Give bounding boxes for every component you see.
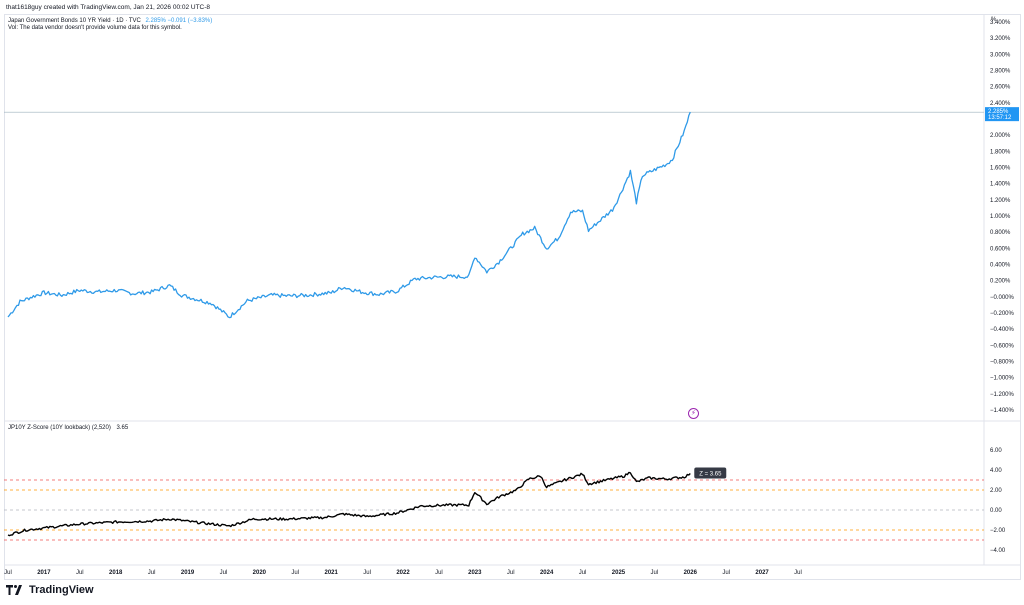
last-price-badge	[985, 107, 1019, 122]
main-series-values: 2.285% −0.091 (−3.83%)	[145, 18, 213, 24]
z-tick-label: 2.00	[990, 488, 1002, 494]
tradingview-logo[interactable]: TradingView	[6, 584, 94, 596]
x-tick-label: Jul	[220, 570, 228, 576]
x-tick-label: Jul	[76, 570, 84, 576]
y-tick-label: 1.600%	[990, 165, 1011, 171]
last-price-value: 2.285%	[988, 109, 1009, 115]
x-tick-label: 2021	[325, 570, 339, 576]
x-tick-label: 2018	[109, 570, 123, 576]
y-tick-label: 0.200%	[990, 279, 1011, 285]
y-tick-label: −0.200%	[990, 311, 1015, 317]
y-tick-label: 1.400%	[990, 182, 1011, 188]
x-tick-label: 2027	[755, 570, 769, 576]
x-tick-label: Jul	[722, 570, 730, 576]
x-tick-label: Jul	[651, 570, 659, 576]
tradingview-logo-icon	[6, 585, 22, 595]
main-series-legend[interactable]: Japan Government Bonds 10 YR Yield · 1D …	[8, 17, 212, 26]
x-tick-label: Jul	[4, 570, 12, 576]
y-tick-label: 2.800%	[990, 69, 1011, 75]
z-tick-label: −2.00	[990, 528, 1006, 534]
y-tick-label: −0.000%	[990, 295, 1015, 301]
x-tick-label: Jul	[435, 570, 443, 576]
last-price-time: 13:57:12	[988, 115, 1012, 121]
indicator-legend[interactable]: JP10Y Z-Score (10Y lookback) (2,520) 3.6…	[8, 425, 128, 431]
x-tick-label: Jul	[148, 570, 156, 576]
y-tick-label: −0.400%	[990, 327, 1015, 333]
x-tick-label: Jul	[363, 570, 371, 576]
x-tick-label: Jul	[291, 570, 299, 576]
indicator-value: 3.65	[116, 425, 129, 431]
x-tick-label: Jul	[507, 570, 515, 576]
chart-frame	[4, 14, 1021, 580]
x-tick-label: 2024	[540, 570, 554, 576]
y-tick-label: 0.600%	[990, 246, 1011, 252]
x-tick-label: Jul	[579, 570, 587, 576]
zscore-line	[7, 471, 691, 537]
y-tick-label: 2.600%	[990, 85, 1011, 91]
z-label-text: Z = 3.65	[699, 472, 722, 478]
x-tick-label: 2025	[612, 570, 626, 576]
z-tick-label: −4.00	[990, 548, 1006, 554]
y-tick-label: 3.400%	[990, 20, 1011, 26]
y-tick-label: 3.000%	[990, 52, 1011, 58]
z-label-badge	[694, 467, 727, 479]
x-tick-label: 2019	[181, 570, 195, 576]
x-tick-label: 2026	[684, 570, 698, 576]
x-tick-label: 2017	[37, 570, 51, 576]
y-tick-label: −1.000%	[990, 376, 1015, 382]
y-tick-label: 1.200%	[990, 198, 1011, 204]
main-series-name: Japan Government Bonds 10 YR Yield · 1D …	[8, 18, 141, 24]
yield-line	[7, 111, 691, 319]
y-tick-label: 3.200%	[990, 36, 1011, 42]
y-tick-label: 0.800%	[990, 230, 1011, 236]
y-tick-label: −1.400%	[990, 408, 1015, 414]
x-tick-label: 2023	[468, 570, 482, 576]
x-tick-label: 2020	[253, 570, 267, 576]
indicator-name: JP10Y Z-Score (10Y lookback) (2,520)	[8, 425, 111, 431]
x-tick-label: Jul	[794, 570, 802, 576]
z-tick-label: 6.00	[990, 448, 1002, 454]
y-tick-label: 0.400%	[990, 262, 1011, 268]
z-tick-label: 0.00	[990, 508, 1002, 514]
chart-caption: that1618guy created with TradingView.com…	[6, 4, 211, 11]
y-tick-label: 2.400%	[990, 101, 1011, 107]
x-tick-label: 2022	[396, 570, 410, 576]
y-tick-label: −0.800%	[990, 359, 1015, 365]
axis-unit: %	[991, 17, 997, 23]
brand-name: TradingView	[29, 584, 94, 596]
y-tick-label: 1.000%	[990, 214, 1011, 220]
lightning-icon[interactable]: ⚡	[688, 408, 699, 419]
z-tick-label: 4.00	[990, 468, 1002, 474]
y-tick-label: −0.600%	[990, 343, 1015, 349]
y-tick-label: 2.000%	[990, 133, 1011, 139]
y-tick-label: −1.200%	[990, 392, 1015, 398]
volume-note: Vol: The data vendor doesn't provide vol…	[8, 25, 182, 31]
y-tick-label: 1.800%	[990, 149, 1011, 155]
